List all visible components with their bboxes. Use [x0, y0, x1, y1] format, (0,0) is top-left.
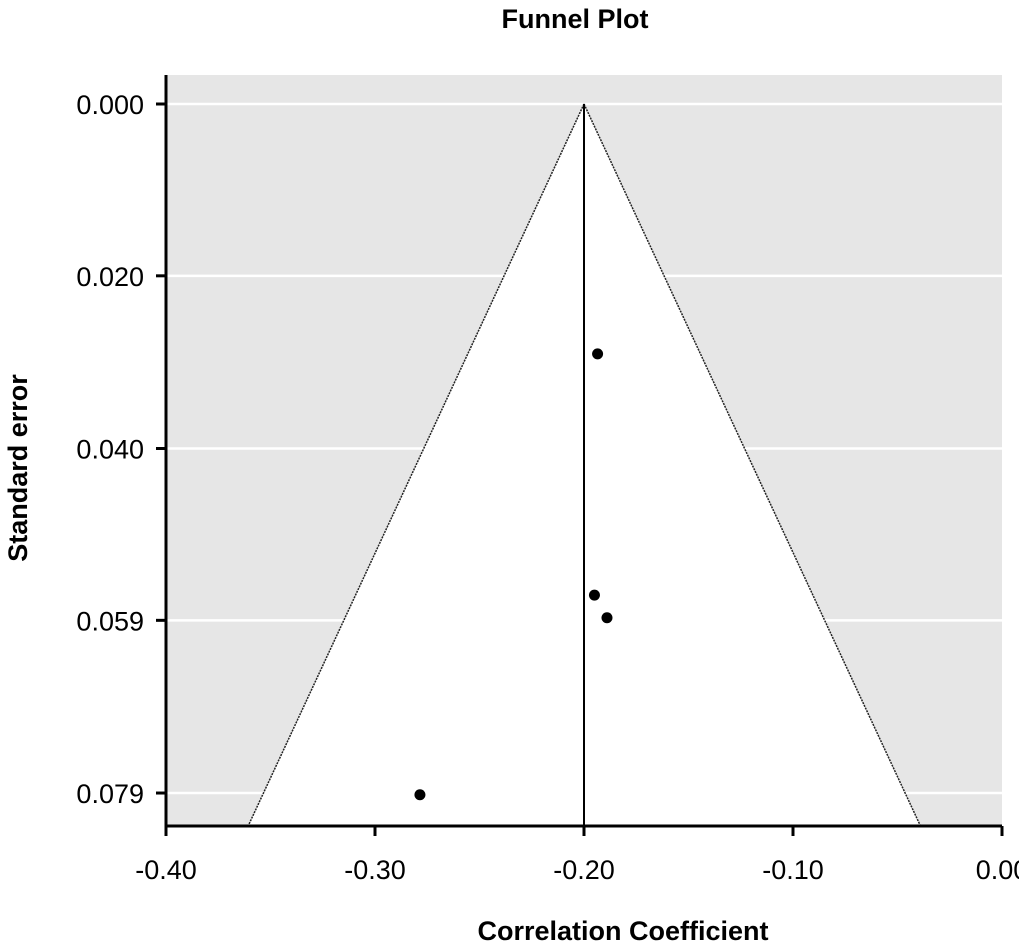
funnel-region — [247, 103, 922, 827]
data-point — [592, 348, 604, 360]
data-point — [601, 612, 613, 624]
data-point — [414, 789, 426, 801]
x-tick-label: -0.40 — [135, 855, 197, 885]
funnel-left-boundary — [247, 103, 585, 827]
x-tick-label: -0.20 — [553, 855, 615, 885]
x-axis-label: Correlation Coefficient — [477, 916, 768, 946]
y-axis-ticks: 0.000 0.020 0.040 0.059 0.079 — [76, 90, 166, 809]
x-tick-label: -0.10 — [762, 855, 824, 885]
y-tick-label: 0.020 — [76, 262, 144, 292]
x-tick-label: -0.30 — [344, 855, 406, 885]
y-tick-label: 0.059 — [76, 606, 144, 636]
y-axis-label: Standard error — [3, 374, 33, 562]
y-tick-label: 0.000 — [76, 90, 144, 120]
data-points — [414, 348, 613, 801]
y-tick-label: 0.079 — [76, 779, 144, 809]
x-axis-ticks: -0.40 -0.30 -0.20 -0.10 0.00 — [135, 826, 1019, 885]
data-point — [588, 589, 600, 601]
chart-title: Funnel Plot — [502, 4, 649, 34]
y-tick-label: 0.040 — [76, 435, 144, 465]
x-tick-label: 0.00 — [976, 855, 1019, 885]
funnel-right-boundary — [583, 103, 922, 827]
